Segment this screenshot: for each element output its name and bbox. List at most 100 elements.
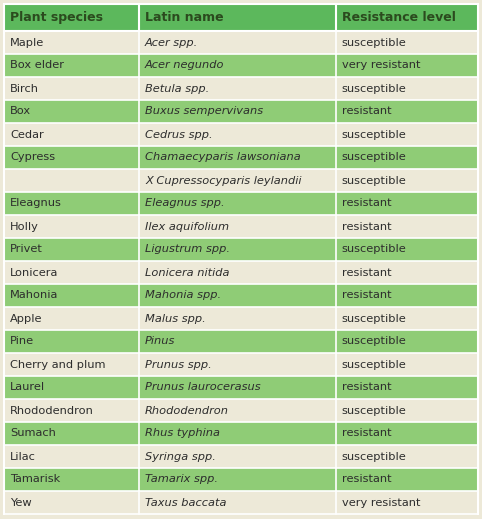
Bar <box>4 123 139 146</box>
Bar <box>139 399 336 422</box>
Text: susceptible: susceptible <box>342 313 406 323</box>
Text: Prunus spp.: Prunus spp. <box>145 360 212 370</box>
Text: Ilex aquifolium: Ilex aquifolium <box>145 222 229 231</box>
Bar <box>139 353 336 376</box>
Text: resistant: resistant <box>342 383 391 392</box>
Bar <box>4 4 139 31</box>
Bar <box>336 284 478 307</box>
Bar <box>4 146 139 169</box>
Bar <box>139 77 336 100</box>
Bar <box>139 422 336 445</box>
Text: Mahonia spp.: Mahonia spp. <box>145 291 221 301</box>
Text: Maple: Maple <box>10 37 44 48</box>
Bar <box>4 192 139 215</box>
Text: Eleagnus: Eleagnus <box>10 198 62 209</box>
Bar <box>336 4 478 31</box>
Bar <box>139 468 336 491</box>
Text: Chamaecyparis lawsoniana: Chamaecyparis lawsoniana <box>145 153 301 162</box>
Text: susceptible: susceptible <box>342 336 406 347</box>
Bar <box>139 4 336 31</box>
Text: Lonicera: Lonicera <box>10 267 58 278</box>
Text: Pine: Pine <box>10 336 34 347</box>
Bar <box>336 468 478 491</box>
Bar <box>336 445 478 468</box>
Bar <box>4 31 139 54</box>
Bar <box>139 238 336 261</box>
Text: Cypress: Cypress <box>10 153 55 162</box>
Bar <box>139 376 336 399</box>
Bar <box>336 399 478 422</box>
Text: Syringa spp.: Syringa spp. <box>145 452 216 461</box>
Text: Acer negundo: Acer negundo <box>145 61 225 71</box>
Text: resistant: resistant <box>342 429 391 439</box>
Text: Prunus laurocerasus: Prunus laurocerasus <box>145 383 261 392</box>
Bar <box>336 192 478 215</box>
Bar <box>139 169 336 192</box>
Bar <box>139 146 336 169</box>
Text: Resistance level: Resistance level <box>342 11 455 24</box>
Text: resistant: resistant <box>342 291 391 301</box>
Text: Birch: Birch <box>10 84 39 93</box>
Text: Betula spp.: Betula spp. <box>145 84 209 93</box>
Bar <box>336 31 478 54</box>
Bar <box>4 353 139 376</box>
Bar <box>139 192 336 215</box>
Text: Mahonia: Mahonia <box>10 291 58 301</box>
Text: resistant: resistant <box>342 222 391 231</box>
Bar <box>139 31 336 54</box>
Text: Lonicera nitida: Lonicera nitida <box>145 267 229 278</box>
Bar <box>4 169 139 192</box>
Text: Yew: Yew <box>10 498 32 508</box>
Bar <box>4 215 139 238</box>
Bar <box>4 376 139 399</box>
Text: Cherry and plum: Cherry and plum <box>10 360 106 370</box>
Text: Rhus typhina: Rhus typhina <box>145 429 220 439</box>
Text: susceptible: susceptible <box>342 84 406 93</box>
Text: susceptible: susceptible <box>342 244 406 254</box>
Text: Buxus sempervivans: Buxus sempervivans <box>145 106 263 116</box>
Bar <box>139 261 336 284</box>
Bar <box>336 353 478 376</box>
Bar <box>4 399 139 422</box>
Text: Acer spp.: Acer spp. <box>145 37 198 48</box>
Bar <box>336 54 478 77</box>
Bar <box>139 330 336 353</box>
Text: very resistant: very resistant <box>342 61 420 71</box>
Text: susceptible: susceptible <box>342 153 406 162</box>
Bar <box>336 261 478 284</box>
Bar <box>4 330 139 353</box>
Bar <box>336 307 478 330</box>
Bar <box>4 238 139 261</box>
Text: resistant: resistant <box>342 106 391 116</box>
Text: Holly: Holly <box>10 222 39 231</box>
Text: Taxus baccata: Taxus baccata <box>145 498 227 508</box>
Bar <box>336 77 478 100</box>
Text: Privet: Privet <box>10 244 43 254</box>
Text: Apple: Apple <box>10 313 42 323</box>
Text: susceptible: susceptible <box>342 405 406 416</box>
Bar <box>139 100 336 123</box>
Bar <box>336 100 478 123</box>
Text: susceptible: susceptible <box>342 175 406 185</box>
Bar <box>139 491 336 514</box>
Text: Tamarisk: Tamarisk <box>10 474 60 485</box>
Bar <box>336 376 478 399</box>
Text: Ligustrum spp.: Ligustrum spp. <box>145 244 230 254</box>
Bar <box>4 422 139 445</box>
Text: Laurel: Laurel <box>10 383 45 392</box>
Text: very resistant: very resistant <box>342 498 420 508</box>
Text: Sumach: Sumach <box>10 429 56 439</box>
Bar <box>336 215 478 238</box>
Text: Malus spp.: Malus spp. <box>145 313 206 323</box>
Bar <box>4 284 139 307</box>
Bar <box>139 445 336 468</box>
Bar <box>336 146 478 169</box>
Text: Rhododendron: Rhododendron <box>10 405 94 416</box>
Text: Tamarix spp.: Tamarix spp. <box>145 474 218 485</box>
Text: resistant: resistant <box>342 474 391 485</box>
Bar <box>4 100 139 123</box>
Bar <box>4 261 139 284</box>
Bar <box>336 169 478 192</box>
Bar <box>336 330 478 353</box>
Text: Box elder: Box elder <box>10 61 64 71</box>
